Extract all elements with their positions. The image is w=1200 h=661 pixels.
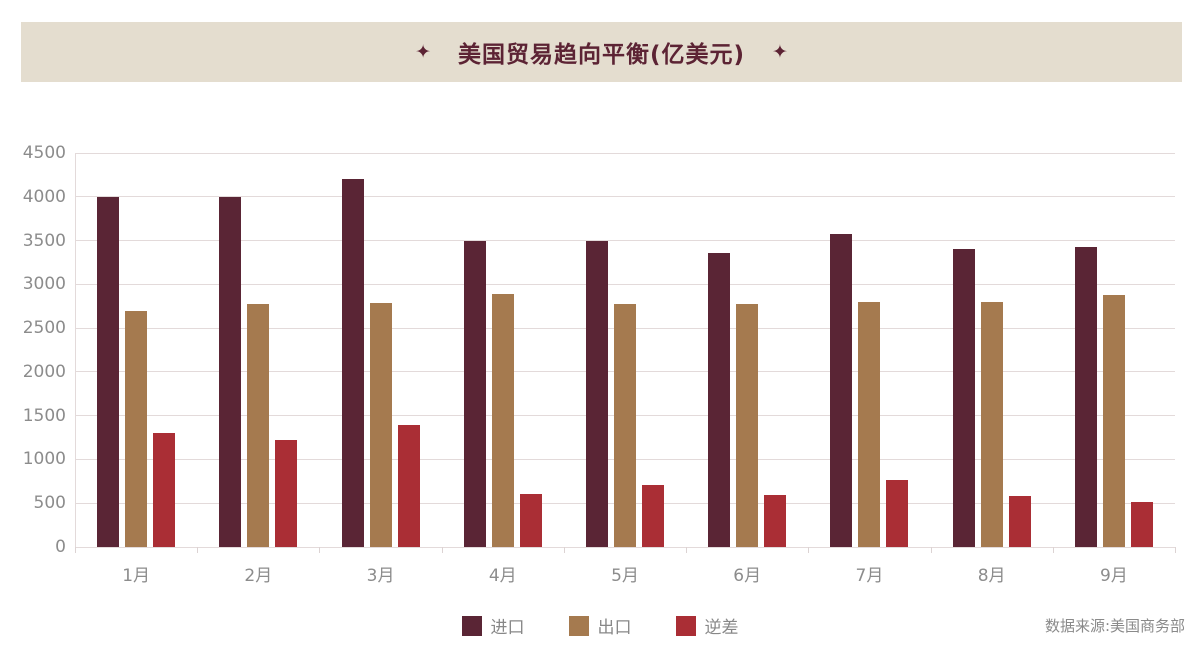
- y-axis-tick-label: 2500: [22, 318, 66, 339]
- y-axis-tick-label: 3000: [22, 274, 66, 295]
- gridline: [75, 196, 1175, 198]
- x-axis-tick: [930, 547, 932, 553]
- bar-逆差-8月: [1008, 496, 1031, 547]
- x-axis-tick: [1175, 547, 1176, 553]
- x-axis-tick-label: 9月: [1099, 566, 1128, 586]
- y-axis-tick-label: 4500: [22, 143, 66, 163]
- bar-出口-9月: [1102, 294, 1125, 547]
- bar-进口-8月: [952, 249, 975, 547]
- legend-item-出口[interactable]: 出口: [568, 613, 632, 638]
- gridline: [75, 152, 1175, 154]
- bar-逆差-6月: [764, 495, 787, 547]
- x-axis-tick: [808, 547, 810, 553]
- bar-出口-2月: [247, 303, 270, 547]
- legend-label: 进口: [490, 618, 525, 638]
- bar-逆差-3月: [397, 425, 420, 547]
- bar-进口-5月: [586, 240, 608, 547]
- chart-title-banner: ✦ 美国贸易趋向平衡(亿美元) ✦: [21, 22, 1182, 82]
- bar-进口-1月: [97, 196, 120, 547]
- x-axis-tick-label: 1月: [122, 566, 151, 586]
- bar-进口-3月: [341, 179, 364, 547]
- gridline: [75, 240, 1175, 242]
- bar-出口-1月: [125, 311, 148, 547]
- x-axis-tick: [319, 547, 321, 553]
- bar-进口-4月: [463, 240, 486, 547]
- x-axis-tick: [686, 547, 688, 553]
- y-axis-tick-label: 1000: [22, 449, 66, 470]
- legend-swatch-icon: [568, 615, 589, 636]
- x-axis-tick: [441, 547, 443, 553]
- bar-逆差-7月: [886, 479, 909, 547]
- data-source-label: 数据来源:美国商务部: [1044, 617, 1185, 635]
- legend-swatch-icon: [675, 615, 696, 636]
- bar-逆差-9月: [1130, 502, 1153, 547]
- x-axis-tick-label: 5月: [611, 566, 639, 586]
- bar-出口-7月: [858, 301, 881, 547]
- bar-出口-8月: [980, 301, 1003, 547]
- bar-逆差-2月: [275, 440, 298, 547]
- bar-逆差-1月: [153, 433, 176, 547]
- x-axis-tick: [75, 547, 76, 553]
- legend-label: 逆差: [704, 618, 739, 638]
- x-axis-tick-label: 7月: [855, 566, 884, 586]
- y-axis-tick-label: 3500: [22, 230, 66, 251]
- bar-进口-9月: [1074, 246, 1097, 547]
- bar-进口-6月: [708, 252, 731, 547]
- legend-swatch-icon: [461, 615, 482, 636]
- legend: 进口 出口 逆差: [0, 613, 1200, 638]
- chart-title: 美国贸易趋向平衡(亿美元): [457, 42, 746, 68]
- bar-进口-2月: [219, 196, 242, 547]
- bar-出口-3月: [369, 302, 392, 547]
- bar-逆差-5月: [642, 484, 664, 547]
- y-axis-tick-label: 4000: [22, 186, 66, 207]
- star-icon: ✦: [415, 40, 431, 63]
- bar-出口-5月: [614, 303, 636, 547]
- x-axis-tick-label: 3月: [366, 566, 395, 586]
- legend-item-逆差[interactable]: 逆差: [675, 613, 739, 638]
- x-axis-tick: [563, 547, 565, 553]
- x-axis-tick: [1052, 547, 1054, 553]
- y-axis-tick-label: 1500: [22, 405, 66, 426]
- gridline: [75, 546, 1175, 548]
- bar-出口-4月: [491, 293, 514, 547]
- legend-item-进口[interactable]: 进口: [461, 613, 525, 638]
- bar-逆差-4月: [519, 494, 542, 547]
- gridline: [75, 283, 1175, 285]
- x-axis-tick-label: 8月: [977, 566, 1006, 586]
- y-axis-tick-label: 0: [55, 537, 66, 557]
- y-axis-tick-label: 500: [33, 493, 66, 514]
- plot-area: [75, 152, 1176, 553]
- bar-进口-7月: [830, 233, 853, 547]
- legend-label: 出口: [597, 618, 632, 638]
- x-axis-tick-label: 4月: [488, 566, 517, 586]
- x-axis-tick-label: 6月: [733, 566, 762, 586]
- y-axis-line: [75, 153, 76, 547]
- y-axis-tick-label: 2000: [22, 361, 66, 382]
- x-axis-tick: [197, 547, 199, 553]
- bar-出口-6月: [736, 304, 759, 547]
- star-icon: ✦: [772, 40, 788, 63]
- x-axis-tick-label: 2月: [244, 566, 273, 586]
